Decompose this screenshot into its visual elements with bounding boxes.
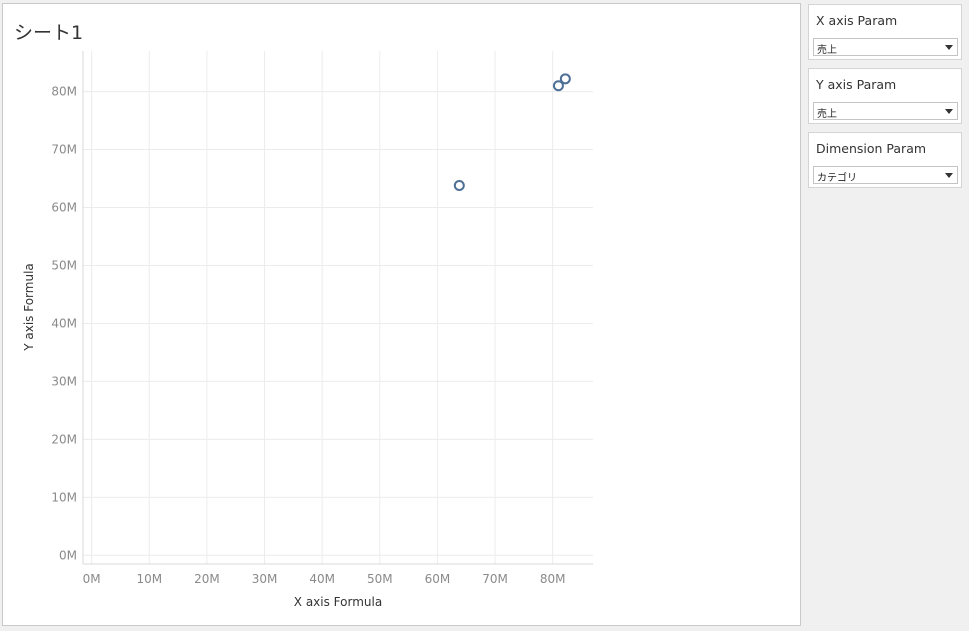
dimension-param-value: カテゴリ: [817, 173, 857, 184]
dimension-param-card: Dimension Param カテゴリ: [808, 132, 962, 188]
chevron-down-icon[interactable]: [945, 109, 953, 114]
y-tick-label: 70M: [51, 143, 77, 157]
x-tick-label: 20M: [194, 572, 220, 586]
x-tick-label: 80M: [540, 572, 566, 586]
worksheet-panel: シート1 0M 10M 20M 30M 40M 50M 60M 70M 80M 0M 10M 20M…: [2, 3, 801, 626]
x-axis-param-title: X axis Param: [816, 13, 898, 28]
dimension-param-dropdown[interactable]: カテゴリ: [813, 166, 958, 184]
axis-lines: [82, 51, 593, 565]
y-axis-param-dropdown[interactable]: 売上: [813, 102, 958, 120]
y-axis-param-value: 売上: [817, 109, 837, 120]
y-axis-title: Y axis Formula: [22, 263, 36, 352]
data-point[interactable]: [559, 73, 571, 85]
x-tick-label: 50M: [367, 572, 393, 586]
y-tick-label: 80M: [51, 85, 77, 99]
data-point[interactable]: [453, 179, 465, 191]
x-tick-label: 70M: [482, 572, 508, 586]
y-tick-label: 0M: [59, 548, 77, 562]
x-axis-title: X axis Formula: [294, 595, 382, 609]
y-tick-label: 20M: [51, 432, 77, 446]
y-tick-label: 10M: [51, 490, 77, 504]
x-tick-label: 40M: [309, 572, 335, 586]
data-points[interactable]: [453, 73, 571, 191]
y-tick-label: 50M: [51, 258, 77, 272]
grid-lines: [83, 51, 593, 564]
y-axis-param-title: Y axis Param: [816, 77, 897, 92]
dimension-param-title: Dimension Param: [816, 141, 927, 156]
scatter-chart[interactable]: 0M 10M 20M 30M 40M 50M 60M 70M 80M 0M 10M 20M 30M 40…: [3, 4, 800, 625]
x-tick-label: 0M: [83, 572, 101, 586]
y-axis-tick-labels: 0M 10M 20M 30M 40M 50M 60M 70M 80M: [51, 85, 77, 563]
y-tick-label: 60M: [51, 201, 77, 215]
sheet-title: シート1: [14, 22, 84, 44]
x-tick-label: 60M: [425, 572, 451, 586]
data-point[interactable]: [552, 80, 564, 92]
y-tick-label: 40M: [51, 316, 77, 330]
x-tick-label: 10M: [136, 572, 162, 586]
chevron-down-icon[interactable]: [945, 173, 953, 178]
x-axis-param-card: X axis Param 売上: [808, 4, 962, 60]
x-axis-param-value: 売上: [817, 45, 837, 56]
y-axis-param-card: Y axis Param 売上: [808, 68, 962, 124]
x-axis-param-dropdown[interactable]: 売上: [813, 38, 958, 56]
chevron-down-icon[interactable]: [945, 45, 953, 50]
x-tick-label: 30M: [252, 572, 278, 586]
x-axis-tick-labels: 0M 10M 20M 30M 40M 50M 60M 70M 80M: [83, 572, 566, 586]
y-tick-label: 30M: [51, 374, 77, 388]
